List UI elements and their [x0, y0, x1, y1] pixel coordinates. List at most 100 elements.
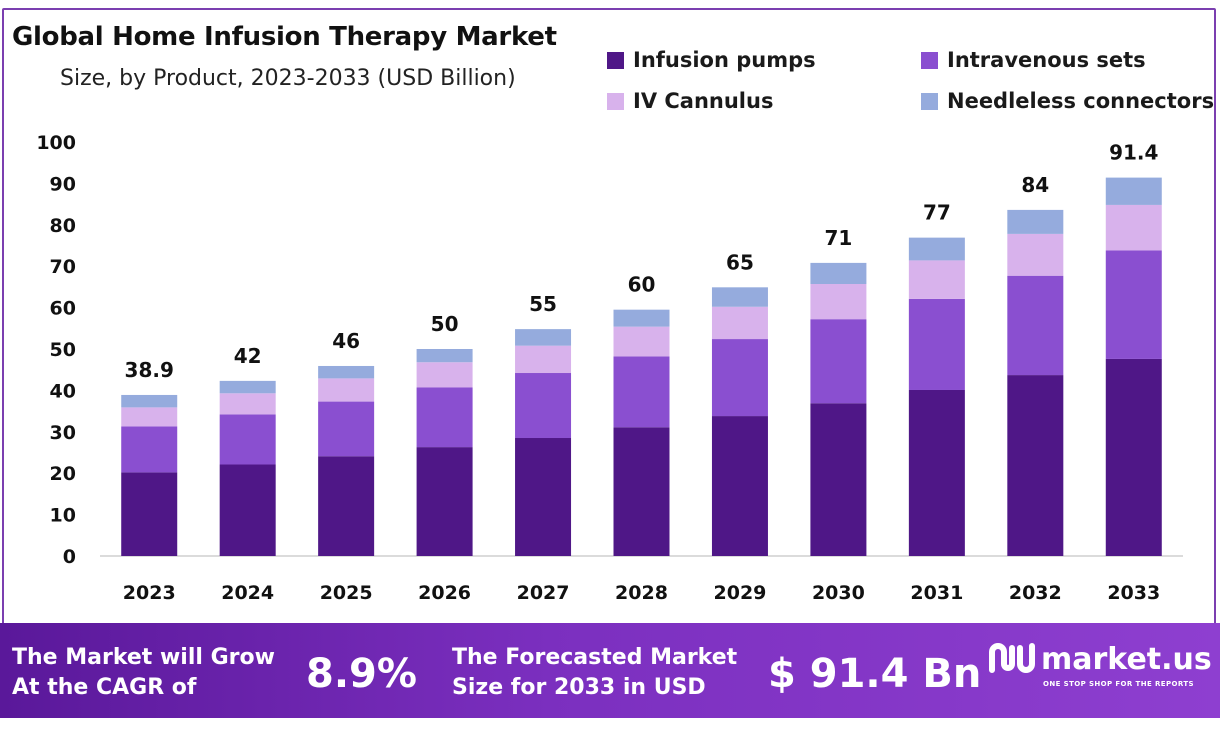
forecast-value: $ 91.4 Bn [768, 651, 982, 697]
bar-segment-iv-cannulus [121, 407, 178, 427]
bar-segment-needleless-connectors [613, 309, 670, 327]
bar-total-label: 46 [332, 329, 360, 353]
chart-subtitle: Size, by Product, 2023-2033 (USD Billion… [60, 66, 516, 91]
y-tick-label: 90 [50, 173, 76, 195]
stacked-bar-chart: 010203040506070809010038.920234220244620… [36, 132, 1183, 604]
cagr-caption-line2: At the CAGR of [12, 675, 197, 700]
forecast-caption-line1: The Forecasted Market [452, 645, 738, 670]
x-tick-label: 2029 [714, 582, 767, 604]
x-tick-label: 2027 [517, 582, 570, 604]
bar-segment-iv-cannulus [711, 306, 768, 340]
bar-segment-iv-cannulus [810, 284, 867, 320]
forecast-caption: The Forecasted Market Size for 2033 in U… [452, 643, 737, 703]
bar-segment-intravenous-sets [1105, 250, 1162, 359]
bar-segment-needleless-connectors [515, 329, 572, 346]
bar-segment-intravenous-sets [219, 414, 276, 465]
bar-segment-iv-cannulus [318, 378, 375, 402]
bar-total-label: 84 [1021, 173, 1049, 197]
bar-segment-intravenous-sets [711, 339, 768, 417]
bar-segment-iv-cannulus [416, 362, 473, 388]
bar-segment-infusion-pumps [318, 456, 375, 556]
bar-total-label: 77 [923, 201, 951, 225]
bar-total-label: 55 [529, 292, 557, 316]
legend-label: Intravenous sets [947, 48, 1146, 72]
bar-segment-needleless-connectors [711, 287, 768, 307]
bar-total-label: 42 [234, 344, 262, 368]
bar-segment-intravenous-sets [810, 319, 867, 404]
bar-segment-iv-cannulus [515, 345, 572, 374]
x-tick-label: 2032 [1009, 582, 1062, 604]
bar-segment-iv-cannulus [1105, 204, 1162, 251]
bar-segment-intravenous-sets [416, 387, 473, 448]
y-tick-label: 30 [50, 422, 76, 444]
y-tick-label: 10 [50, 505, 76, 527]
footer-banner: The Market will Grow At the CAGR of 8.9%… [0, 623, 1220, 718]
y-tick-label: 70 [50, 256, 76, 278]
cagr-caption-line1: The Market will Grow [12, 645, 275, 670]
forecast-caption-line2: Size for 2033 in USD [452, 675, 706, 700]
cagr-value: 8.9% [306, 651, 417, 697]
bar-total-label: 65 [726, 250, 754, 274]
legend-swatch [921, 92, 938, 110]
bar-segment-infusion-pumps [219, 464, 276, 556]
bar-segment-intravenous-sets [121, 426, 178, 473]
x-tick-label: 2026 [418, 582, 471, 604]
x-tick-label: 2033 [1107, 582, 1160, 604]
bar-segment-iv-cannulus [1007, 233, 1064, 276]
bar-segment-needleless-connectors [810, 262, 867, 285]
y-tick-label: 60 [50, 298, 76, 320]
bar-total-label: 38.9 [125, 358, 174, 382]
bar-segment-infusion-pumps [613, 427, 670, 556]
legend-item-intravenous-sets: Intravenous sets [921, 48, 1146, 72]
bar-segment-needleless-connectors [1105, 177, 1162, 205]
y-tick-label: 80 [50, 215, 76, 237]
logo-name: market.us [1041, 642, 1212, 677]
legend-swatch [921, 51, 938, 69]
bar-segment-needleless-connectors [318, 365, 375, 379]
x-tick-label: 2031 [910, 582, 963, 604]
y-tick-label: 100 [36, 132, 76, 154]
legend-label: IV Cannulus [633, 89, 774, 113]
bar-segment-iv-cannulus [908, 260, 965, 299]
bar-total-label: 60 [628, 273, 656, 297]
bar-segment-needleless-connectors [121, 394, 178, 408]
bar-segment-infusion-pumps [1007, 375, 1064, 556]
x-tick-label: 2028 [615, 582, 668, 604]
bar-segment-needleless-connectors [1007, 209, 1064, 234]
chart-title: Global Home Infusion Therapy Market [12, 22, 557, 52]
x-tick-label: 2025 [320, 582, 373, 604]
bar-segment-needleless-connectors [908, 237, 965, 261]
bar-segment-intravenous-sets [515, 373, 572, 439]
bar-segment-infusion-pumps [121, 472, 178, 556]
bar-segment-intravenous-sets [1007, 275, 1064, 376]
y-tick-label: 40 [50, 380, 76, 402]
bar-segment-infusion-pumps [1105, 358, 1162, 556]
bar-segment-infusion-pumps [515, 438, 572, 556]
x-tick-label: 2030 [812, 582, 865, 604]
bar-segment-needleless-connectors [416, 349, 473, 363]
y-tick-label: 50 [50, 339, 76, 361]
bar-segment-intravenous-sets [613, 356, 670, 428]
bar-segment-iv-cannulus [219, 393, 276, 415]
legend-label: Infusion pumps [633, 48, 816, 72]
bar-segment-intravenous-sets [908, 298, 965, 390]
logo-tagline: ONE STOP SHOP FOR THE REPORTS [1043, 680, 1194, 688]
market-us-logo-icon [989, 643, 1035, 673]
market-us-logo: market.us ONE STOP SHOP FOR THE REPORTS [986, 638, 1212, 688]
legend-label: Needleless connectors [947, 89, 1215, 113]
legend-item-infusion-pumps: Infusion pumps [607, 48, 816, 72]
bar-segment-infusion-pumps [810, 403, 867, 556]
legend-item-needleless-connectors: Needleless connectors [921, 89, 1214, 113]
bar-total-label: 50 [431, 312, 459, 336]
cagr-caption: The Market will Grow At the CAGR of [12, 643, 275, 703]
legend-swatch [607, 51, 624, 69]
x-tick-label: 2023 [123, 582, 176, 604]
bar-total-label: 91.4 [1109, 141, 1158, 165]
x-tick-label: 2024 [221, 582, 274, 604]
legend-swatch [607, 92, 624, 110]
bar-segment-infusion-pumps [416, 447, 473, 556]
bar-segment-iv-cannulus [613, 326, 670, 357]
y-tick-label: 0 [63, 546, 76, 568]
bar-segment-needleless-connectors [219, 380, 276, 394]
legend-item-iv-cannulus: IV Cannulus [607, 89, 773, 113]
